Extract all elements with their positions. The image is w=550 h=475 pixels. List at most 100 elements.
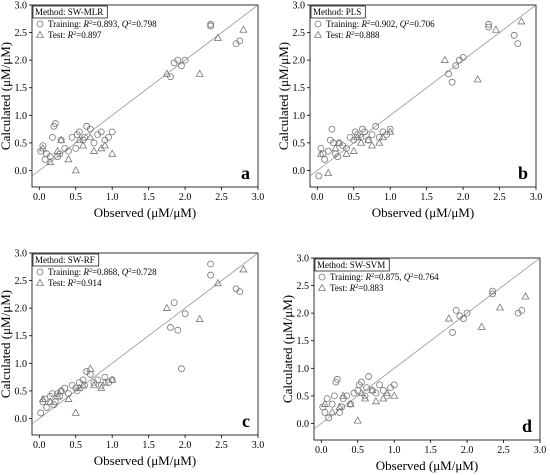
test-point: [316, 149, 326, 157]
training-point: [39, 142, 47, 150]
identity-line: [309, 4, 537, 177]
training-point: [178, 365, 185, 373]
y-tick-label: 1.5: [15, 331, 28, 342]
legend-part: =0.875,: [374, 272, 404, 282]
legend-label: Test: R2=0.883: [330, 283, 384, 293]
training-point: [328, 125, 336, 133]
test-point: [108, 375, 117, 383]
training-point: [333, 375, 341, 383]
legend-part: Training:: [48, 267, 83, 277]
test-point: [100, 141, 109, 149]
training-point: [331, 392, 338, 400]
test-point: [75, 135, 84, 143]
legend-part: =0.902,: [370, 19, 400, 29]
training-point: [94, 376, 102, 384]
training-point: [174, 56, 182, 64]
y-axis-label: Calculated (μM/μM): [276, 42, 291, 150]
training-point: [236, 288, 244, 296]
training-point: [361, 128, 369, 136]
test-point: [491, 25, 500, 33]
test-point: [335, 138, 344, 146]
y-tick-label: 0.0: [15, 414, 28, 425]
test-point: [371, 396, 381, 405]
legend-part: 2: [89, 20, 92, 26]
identity-line: [313, 257, 541, 430]
training-point: [97, 128, 105, 136]
training-point: [68, 133, 76, 141]
legend-part: Test:: [330, 283, 350, 293]
legend-part: Test:: [48, 30, 68, 40]
training-point: [207, 22, 215, 30]
test-point: [89, 146, 99, 154]
y-tick-label: 0.5: [15, 138, 28, 149]
legend-part: =0.914: [76, 278, 102, 288]
test-point: [86, 364, 95, 372]
test-point: [328, 408, 337, 416]
y-tick-label: 1.0: [15, 111, 28, 122]
training-point: [207, 260, 215, 268]
legend-part: 2: [73, 31, 76, 37]
x-tick-label: 2.5: [215, 440, 228, 451]
y-tick-label: 2.0: [15, 56, 28, 67]
y-tick-label: 2.0: [293, 56, 306, 67]
identity-line: [31, 4, 259, 177]
x-axis-label: Observed (μM/μM): [94, 205, 196, 220]
training-point: [460, 315, 467, 323]
training-point: [72, 144, 80, 152]
test-point: [356, 138, 366, 146]
y-tick-label: 1.5: [297, 336, 310, 347]
legend-part: R: [345, 30, 352, 40]
legend-marker: [35, 278, 45, 286]
method-title: Method: SW-RF: [35, 255, 95, 265]
legend-part: =0.888: [354, 30, 380, 40]
test-point: [335, 402, 344, 410]
test-point: [100, 378, 109, 386]
test-point: [86, 132, 95, 141]
x-tick-label: 2.0: [457, 192, 470, 203]
legend-part: R: [360, 19, 367, 29]
test-point: [364, 135, 373, 143]
x-tick-label: 3.0: [252, 440, 265, 451]
legend-marker: [314, 20, 322, 28]
legend-label: Training: R2=0.893, Q2=0.798: [48, 19, 157, 29]
training-point: [365, 373, 373, 380]
panel: 0.0 0.5 1.0 1.5 2.0 2.5 3.0 0.0 0.5 1.0 1.5 2.0 2.5 3…: [0, 1, 264, 221]
training-point: [463, 309, 471, 317]
test-point: [382, 388, 391, 396]
x-tick-label: 1.5: [142, 192, 155, 203]
training-point: [178, 62, 185, 70]
legend-part: R: [349, 283, 356, 293]
training-point: [376, 381, 384, 389]
test-point: [357, 388, 366, 396]
training-point: [81, 381, 88, 389]
x-tick-label: 2.5: [215, 192, 228, 203]
training-point: [37, 409, 45, 417]
x-tick-label: 2.5: [493, 192, 506, 203]
legend-marker: [35, 30, 45, 38]
y-tick-label: 1.0: [297, 364, 310, 375]
training-point: [357, 133, 365, 141]
panel: 0.0 0.5 1.0 1.5 2.0 2.5 3.0 0.0 0.5 1.0 1.5 2.0 2.5 3…: [0, 249, 264, 469]
training-point: [207, 271, 215, 279]
training-point: [315, 172, 323, 180]
legend-part: 2: [351, 31, 354, 37]
method-box: [314, 258, 390, 272]
legend-label: Test: R2=0.888: [326, 30, 380, 40]
y-axis-label: Calculated (μM/μM): [0, 42, 13, 150]
training-point: [108, 128, 116, 136]
panel-label: b: [518, 163, 528, 183]
test-point: [477, 322, 486, 330]
panel-label: d: [522, 416, 532, 436]
training-point: [372, 122, 380, 130]
training-point: [321, 409, 329, 416]
training-point: [86, 125, 94, 133]
method-title: Method: SW-SVM: [317, 260, 385, 270]
x-tick-label: 2.5: [497, 445, 510, 456]
x-axis-label: Observed (μM/μM): [94, 453, 196, 468]
training-point: [386, 125, 394, 133]
test-point: [495, 303, 504, 311]
training-point: [390, 381, 398, 389]
legend-part: 2: [410, 273, 413, 279]
training-point: [167, 324, 174, 331]
